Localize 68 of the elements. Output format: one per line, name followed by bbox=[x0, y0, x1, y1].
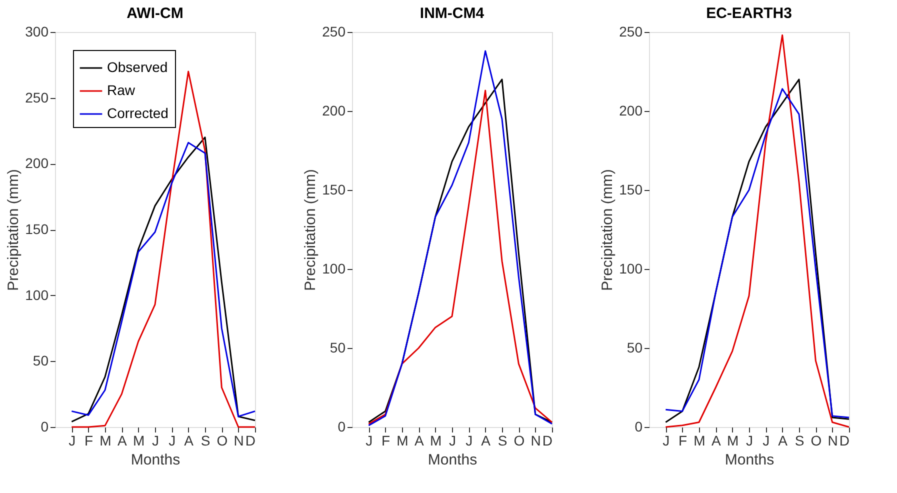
x-tick-label: S bbox=[200, 432, 210, 448]
x-tick-label: J bbox=[662, 432, 670, 448]
x-tick-label: M bbox=[430, 432, 442, 448]
y-tick-label: 250 bbox=[322, 24, 346, 40]
y-tick-label: 100 bbox=[619, 260, 643, 276]
x-tick-label: D bbox=[542, 432, 552, 448]
x-tick-label: J bbox=[466, 432, 473, 448]
x-tick-label: M bbox=[694, 432, 706, 448]
y-tick-label: 150 bbox=[25, 221, 49, 237]
x-tick-label: F bbox=[678, 432, 688, 448]
x-tick-label: M bbox=[726, 432, 739, 448]
x-tick-label: A bbox=[117, 432, 128, 448]
legend-label: Observed bbox=[107, 59, 168, 75]
x-tick-label: D bbox=[245, 432, 256, 448]
y-tick-label: 300 bbox=[25, 24, 49, 40]
y-tick-label: 0 bbox=[338, 418, 346, 434]
x-tick-label: N bbox=[234, 432, 244, 448]
chart-title: EC-EARTH3 bbox=[706, 5, 792, 22]
y-tick-label: 100 bbox=[25, 286, 49, 303]
x-tick-label: J bbox=[762, 432, 770, 448]
x-tick-label: A bbox=[414, 432, 424, 448]
x-tick-label: N bbox=[828, 432, 838, 448]
y-tick-label: 200 bbox=[322, 102, 346, 118]
x-tick-label: D bbox=[839, 432, 850, 448]
y-tick-label: 150 bbox=[619, 182, 643, 198]
x-tick-label: O bbox=[514, 432, 525, 448]
chart-title: INM-CM4 bbox=[420, 5, 485, 22]
x-axis-title: Months bbox=[428, 452, 478, 468]
y-axis-title: Precipitation (mm) bbox=[302, 169, 320, 291]
y-tick-label: 50 bbox=[32, 352, 49, 369]
x-tick-label: M bbox=[100, 432, 112, 448]
x-tick-label: S bbox=[794, 432, 804, 448]
y-tick-label: 150 bbox=[322, 182, 346, 198]
x-axis-title: Months bbox=[724, 452, 774, 468]
x-tick-label: J bbox=[449, 432, 456, 448]
x-tick-label: S bbox=[498, 432, 508, 448]
x-tick-label: J bbox=[366, 432, 373, 448]
y-tick-label: 200 bbox=[619, 102, 643, 118]
y-axis-title: Precipitation (mm) bbox=[5, 169, 22, 291]
y-tick-label: 0 bbox=[634, 418, 643, 434]
x-tick-label: A bbox=[778, 432, 788, 448]
x-tick-label: J bbox=[746, 432, 753, 448]
x-tick-label: F bbox=[84, 432, 94, 448]
x-tick-label: A bbox=[184, 432, 194, 448]
x-tick-label: J bbox=[68, 432, 76, 448]
line-series bbox=[70, 70, 256, 428]
x-axis-title: Months bbox=[130, 452, 180, 468]
x-tick-label: M bbox=[396, 432, 408, 448]
y-tick-label: 50 bbox=[626, 340, 643, 356]
x-tick-label: N bbox=[530, 432, 541, 448]
chart-title: AWI-CM bbox=[126, 5, 184, 22]
y-axis-title: Precipitation (mm) bbox=[599, 169, 616, 291]
x-tick-label: O bbox=[216, 432, 228, 448]
y-tick-label: 50 bbox=[330, 340, 346, 356]
x-tick-label: J bbox=[152, 432, 159, 448]
legend-label: Corrected bbox=[107, 105, 168, 121]
x-tick-label: M bbox=[132, 432, 145, 448]
x-tick-label: F bbox=[382, 432, 390, 448]
y-tick-label: 100 bbox=[322, 260, 346, 276]
x-tick-label: O bbox=[810, 432, 822, 448]
legend-label: Raw bbox=[107, 82, 136, 98]
y-tick-label: 250 bbox=[25, 89, 49, 106]
x-tick-label: A bbox=[711, 432, 722, 448]
x-tick-label: J bbox=[168, 432, 176, 448]
y-tick-label: 200 bbox=[25, 155, 49, 172]
y-tick-label: 0 bbox=[40, 418, 49, 434]
y-tick-label: 250 bbox=[619, 24, 643, 40]
x-tick-label: A bbox=[481, 432, 492, 448]
